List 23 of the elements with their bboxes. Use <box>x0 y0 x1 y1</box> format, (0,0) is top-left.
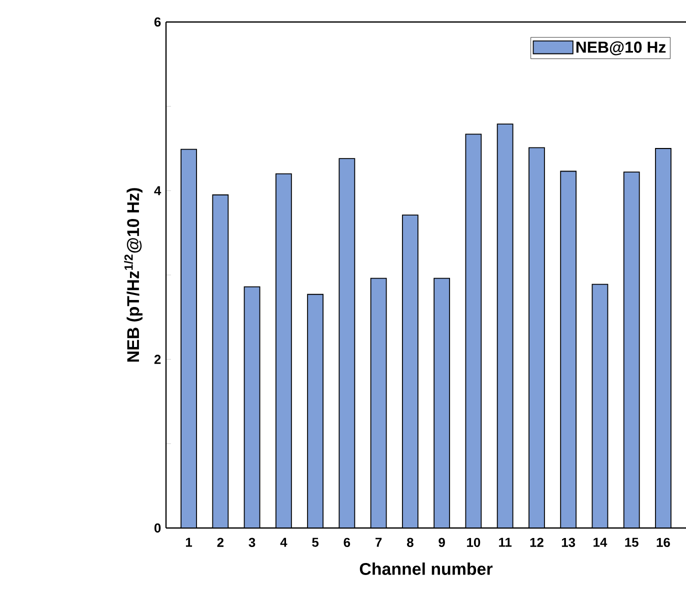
x-tick-label: 3 <box>248 538 256 548</box>
x-tick-label: 12 <box>530 538 544 547</box>
x-tick-label: 6 <box>344 538 350 547</box>
y-tick-label: 4 <box>154 186 162 196</box>
x-tick-label: 1 <box>186 538 192 547</box>
x-axis-title: Channel number <box>360 562 493 575</box>
x-tick-label: 15 <box>625 538 638 547</box>
x-tick-label: 11 <box>499 538 512 547</box>
y-tick-label: 2 <box>154 354 161 364</box>
y-axis-title: NEB (pT/Hz$^{1/2}$@10 Hz) <box>124 188 142 362</box>
x-tick-label: 8 <box>407 538 414 547</box>
y-tick-label: 0 <box>154 523 161 533</box>
x-tick-label: 13 <box>562 538 576 548</box>
x-tick-label: 9 <box>438 538 445 547</box>
legend-label: NEB@10 Hz <box>576 41 666 56</box>
x-tick-label: 14 <box>594 538 608 547</box>
x-tick-label: 7 <box>376 538 382 547</box>
y-tick-label: 6 <box>154 17 161 27</box>
x-tick-label: 16 <box>656 538 670 547</box>
x-tick-label: 10 <box>467 538 480 547</box>
x-tick-label: 5 <box>312 538 319 547</box>
x-tick-label: 4 <box>280 538 288 547</box>
x-tick-label: 2 <box>217 538 224 547</box>
